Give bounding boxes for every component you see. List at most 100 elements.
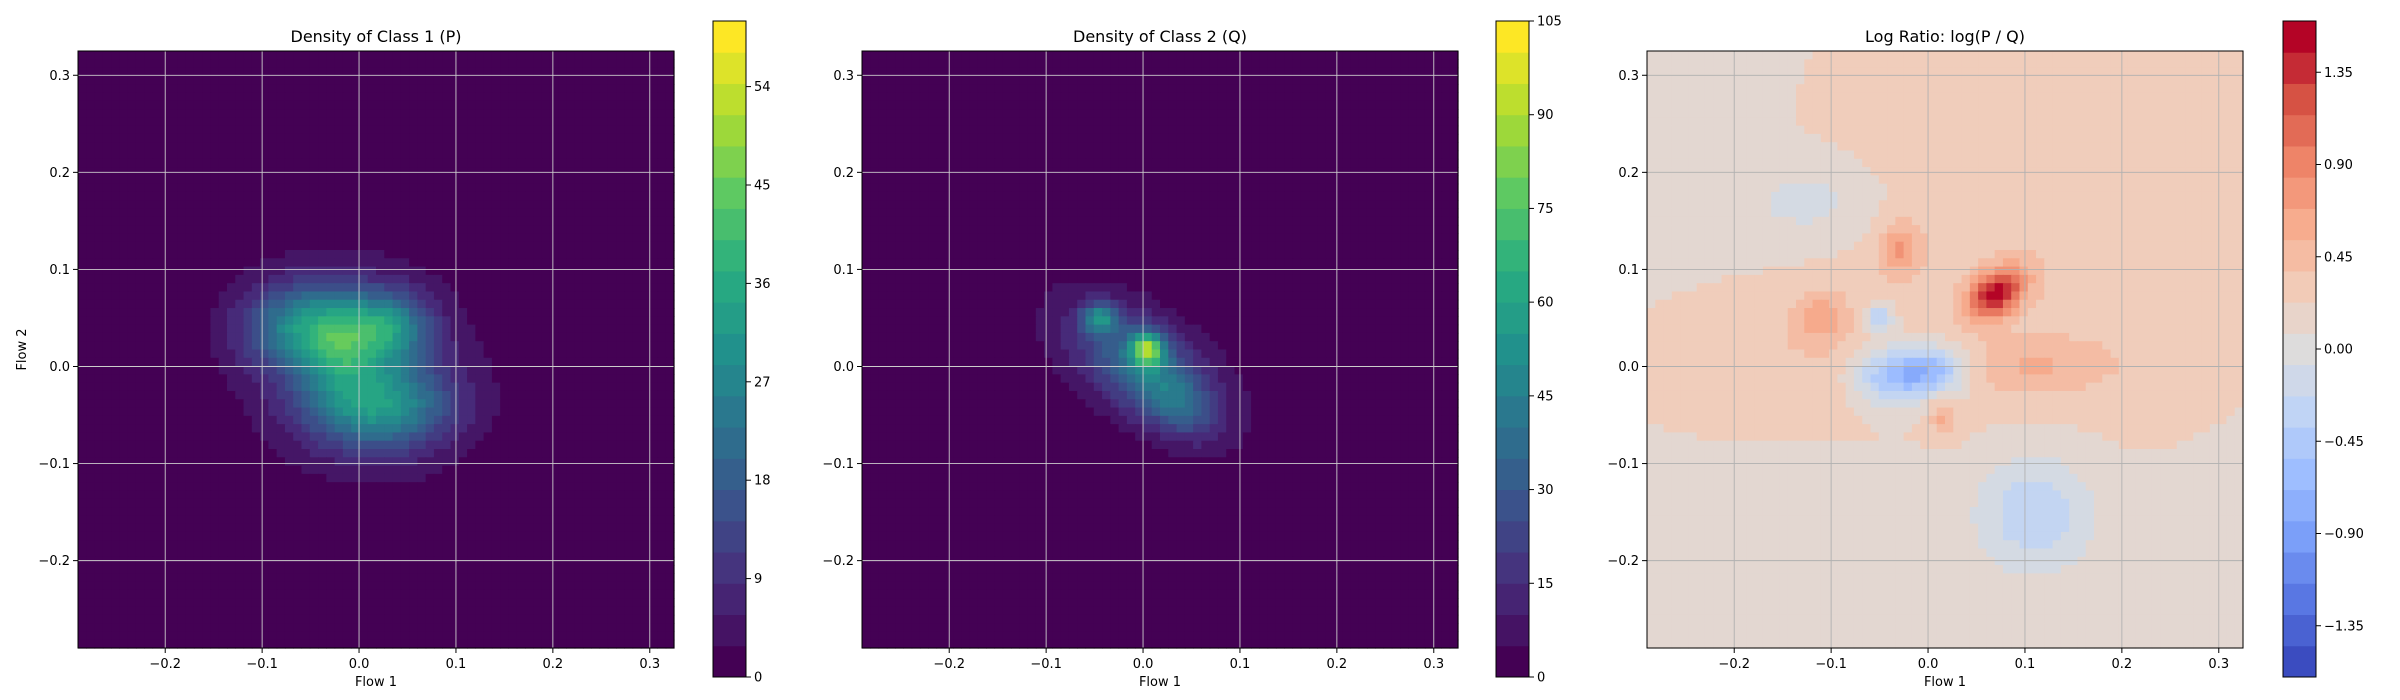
- heatmap-cell: [433, 308, 443, 317]
- heatmap-cell: [127, 531, 137, 541]
- heatmap-cell: [384, 200, 394, 210]
- heatmap-cell: [268, 84, 278, 94]
- heatmap-cell: [450, 382, 460, 392]
- heatmap-cell: [516, 225, 526, 235]
- heatmap-cell: [450, 407, 460, 417]
- heatmap-cell: [467, 573, 476, 583]
- heatmap-cell: [392, 274, 402, 284]
- heatmap-cell: [367, 531, 377, 541]
- heatmap-cell: [78, 366, 87, 375]
- heatmap-cell: [657, 399, 667, 409]
- heatmap-cell: [624, 440, 634, 450]
- heatmap-cell: [276, 125, 286, 135]
- heatmap-cell: [268, 175, 278, 185]
- heatmap-cell: [400, 266, 410, 276]
- heatmap-cell: [533, 109, 543, 118]
- heatmap-cell: [251, 573, 261, 583]
- heatmap-cell: [359, 465, 369, 475]
- heatmap-cell: [235, 92, 245, 102]
- heatmap-cell: [599, 332, 609, 342]
- heatmap-cell: [657, 125, 667, 135]
- heatmap-cell: [392, 390, 402, 400]
- heatmap-cell: [251, 565, 261, 574]
- heatmap-cell: [351, 581, 361, 591]
- heatmap-cell: [624, 507, 634, 516]
- heatmap-cell: [649, 167, 659, 176]
- heatmap-cell: [243, 465, 253, 475]
- heatmap-cell: [665, 92, 675, 102]
- heatmap-cell: [169, 117, 178, 127]
- heatmap-cell: [491, 341, 501, 351]
- heatmap-cell: [574, 250, 584, 259]
- heatmap-cell: [293, 482, 303, 492]
- heatmap-cell: [450, 457, 460, 467]
- heatmap-cell: [111, 291, 120, 301]
- heatmap-cell: [442, 498, 452, 508]
- heatmap-cell: [433, 125, 443, 135]
- heatmap-cell: [235, 606, 245, 616]
- heatmap-cell: [616, 125, 625, 135]
- heatmap-cell: [376, 341, 385, 351]
- heatmap-cell: [616, 531, 625, 541]
- heatmap-cell: [599, 266, 609, 276]
- heatmap-cell: [260, 399, 269, 409]
- heatmap-cell: [607, 606, 617, 616]
- heatmap-cell: [243, 299, 253, 309]
- heatmap-cell: [549, 100, 559, 110]
- heatmap-cell: [359, 75, 369, 85]
- heatmap-cell: [525, 208, 534, 218]
- heatmap-cell: [86, 125, 96, 135]
- heatmap-cell: [359, 175, 369, 185]
- heatmap-cell: [210, 283, 220, 293]
- heatmap-cell: [566, 341, 576, 351]
- heatmap-cell: [227, 150, 236, 160]
- heatmap-cell: [541, 432, 551, 442]
- heatmap-cell: [450, 75, 460, 85]
- heatmap-cell: [177, 233, 187, 243]
- heatmap-cell: [86, 531, 96, 541]
- heatmap-cell: [185, 341, 195, 351]
- heatmap-cell: [558, 598, 567, 608]
- heatmap-cell: [574, 200, 584, 210]
- heatmap-cell: [268, 614, 278, 624]
- heatmap-cell: [467, 407, 476, 417]
- heatmap-cell: [475, 581, 485, 591]
- heatmap-cell: [218, 531, 228, 541]
- heatmap-cell: [169, 390, 178, 400]
- heatmap-cell: [632, 415, 642, 425]
- heatmap-cell: [640, 440, 650, 450]
- heatmap-cell: [384, 449, 394, 458]
- heatmap-cell: [185, 125, 195, 135]
- heatmap-cell: [640, 51, 650, 60]
- heatmap-cell: [384, 142, 394, 152]
- heatmap-cell: [202, 540, 212, 550]
- heatmap-cell: [251, 614, 261, 624]
- heatmap-cell: [417, 523, 427, 533]
- heatmap-cell: [251, 465, 261, 475]
- heatmap-cell: [549, 482, 559, 492]
- heatmap-cell: [640, 92, 650, 102]
- heatmap-cell: [127, 614, 137, 624]
- heatmap-cell: [119, 150, 129, 160]
- heatmap-cell: [525, 274, 534, 284]
- heatmap-cell: [417, 200, 427, 210]
- heatmap-cell: [616, 158, 625, 168]
- heatmap-cell: [483, 614, 493, 624]
- heatmap-cell: [86, 258, 96, 268]
- heatmap-cell: [268, 241, 278, 251]
- heatmap-cell: [78, 548, 87, 558]
- heatmap-cell: [111, 415, 120, 425]
- heatmap-cell: [566, 75, 576, 85]
- heatmap-cell: [475, 341, 485, 351]
- heatmap-cell: [359, 225, 369, 235]
- heatmap-cell: [193, 482, 203, 492]
- heatmap-cell: [135, 51, 145, 60]
- heatmap-cell: [243, 407, 253, 417]
- heatmap-cell: [359, 449, 369, 458]
- heatmap-cell: [111, 200, 120, 210]
- heatmap-cell: [367, 573, 377, 583]
- heatmap-cell: [483, 548, 493, 558]
- heatmap-cell: [243, 316, 253, 326]
- heatmap-cell: [202, 158, 212, 168]
- heatmap-cell: [293, 299, 303, 309]
